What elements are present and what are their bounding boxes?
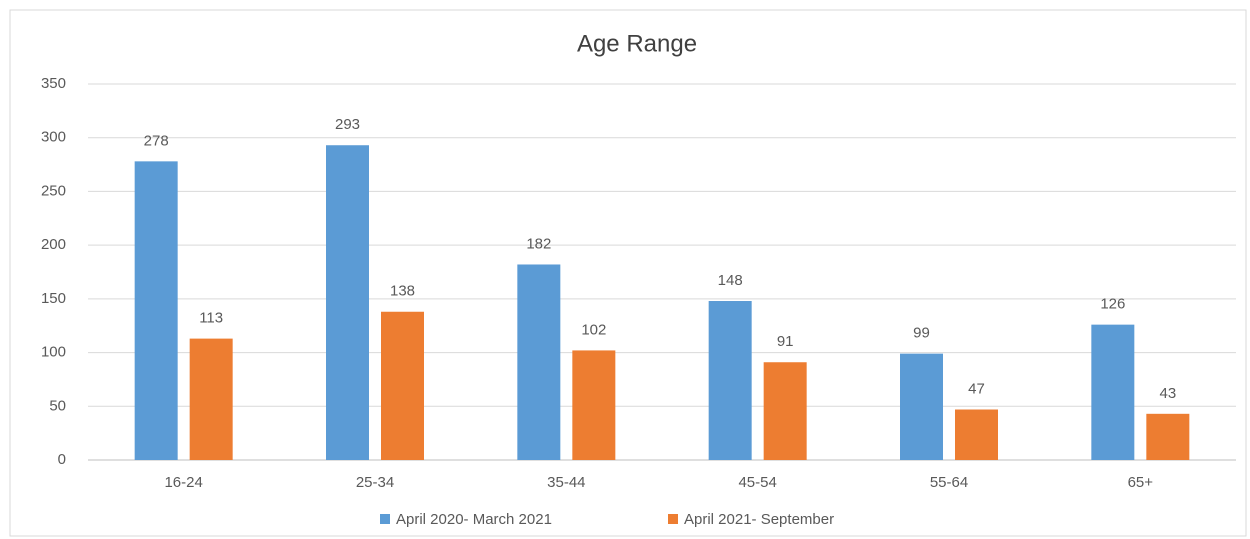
legend-swatch — [668, 514, 678, 524]
chart-title: Age Range — [577, 30, 697, 57]
bar — [572, 350, 616, 460]
x-tick-label: 35-44 — [547, 474, 585, 491]
data-label: 47 — [968, 380, 985, 397]
y-tick-label: 50 — [49, 397, 66, 414]
bar — [381, 311, 424, 460]
y-tick-label: 150 — [41, 290, 66, 307]
bar — [134, 161, 178, 460]
x-tick-label: 25-34 — [356, 474, 394, 491]
y-tick-label: 0 — [58, 451, 66, 468]
legend-swatch — [380, 514, 390, 524]
bar — [900, 353, 943, 460]
data-label: 43 — [1159, 385, 1176, 402]
data-label: 278 — [144, 132, 169, 149]
y-tick-label: 350 — [41, 75, 66, 92]
data-label: 113 — [199, 310, 223, 327]
y-tick-label: 100 — [41, 344, 66, 361]
bar — [326, 145, 369, 460]
data-label: 102 — [581, 321, 606, 338]
data-label: 293 — [335, 116, 360, 133]
data-label: 182 — [526, 235, 551, 252]
data-label: 91 — [777, 333, 794, 350]
data-label: 126 — [1100, 296, 1125, 313]
legend-label: April 2021- September — [684, 511, 834, 528]
x-tick-label: 16-24 — [164, 474, 202, 491]
x-tick-label: 65+ — [1128, 474, 1154, 491]
bar — [708, 301, 752, 460]
y-tick-label: 200 — [41, 236, 66, 253]
y-tick-label: 300 — [41, 129, 66, 146]
y-tick-label: 250 — [41, 182, 66, 199]
legend-label: April 2020- March 2021 — [396, 511, 552, 528]
bar — [1146, 413, 1190, 460]
data-label: 148 — [718, 272, 743, 289]
bar — [1091, 324, 1135, 460]
bar — [955, 409, 998, 460]
bar — [763, 362, 807, 460]
bar — [517, 264, 561, 460]
bar — [189, 338, 233, 460]
data-label: 138 — [390, 283, 415, 300]
data-label: 99 — [913, 325, 930, 342]
x-tick-label: 55-64 — [930, 474, 968, 491]
x-tick-label: 45-54 — [738, 474, 776, 491]
